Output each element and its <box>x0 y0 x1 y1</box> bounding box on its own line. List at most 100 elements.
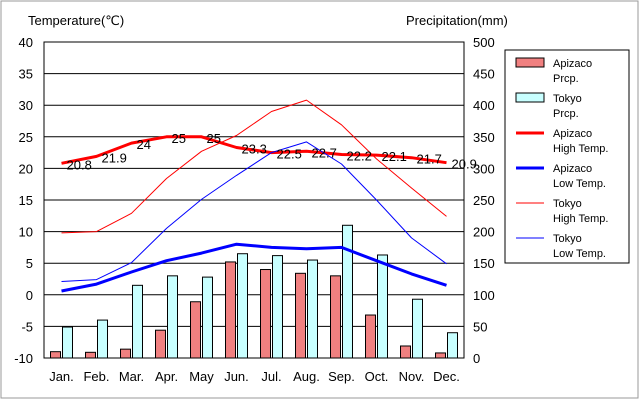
axis-labels: -10-505101520253035400501001502002503003… <box>14 35 495 384</box>
data-label: 24 <box>137 137 151 152</box>
y1-tick-label: 15 <box>19 193 33 208</box>
temperature-line <box>61 135 447 165</box>
precip-bar <box>97 319 108 359</box>
y2-axis-title: Precipitation(mm) <box>406 13 508 28</box>
temperature-line <box>61 141 447 282</box>
legend-label: Apizaco <box>553 163 592 175</box>
x-tick-label: Oct. <box>365 369 389 384</box>
precip-bar <box>132 284 143 359</box>
y2-tick-label: 100 <box>473 288 495 303</box>
x-tick-label: Nov. <box>399 369 425 384</box>
legend-label: Tokyo <box>553 233 582 245</box>
x-tick-label: Jan. <box>49 369 74 384</box>
x-tick-label: Mar. <box>119 369 144 384</box>
precip-bar <box>435 352 446 359</box>
y1-tick-label: -10 <box>14 351 33 366</box>
precip-bar <box>377 254 388 359</box>
line-series-group <box>61 99 447 293</box>
legend-label: Tokyo <box>553 93 582 105</box>
plot-area-frame <box>43 41 465 359</box>
precip-bar <box>365 314 376 359</box>
precip-bar <box>225 261 236 359</box>
precip-bar <box>50 351 61 359</box>
temperature-line <box>61 99 447 234</box>
precip-bar <box>400 345 411 359</box>
temperature-line <box>61 242 447 293</box>
legend: Apizaco Prcp. Tokyo Prcp. Apizaco High Temp. A… <box>504 49 630 264</box>
precip-bar <box>260 269 271 359</box>
precip-bar <box>85 351 96 359</box>
precip-bar <box>237 253 248 359</box>
x-tick-label: Sep. <box>328 369 355 384</box>
precip-bar <box>190 301 201 359</box>
precip-bar <box>412 298 423 359</box>
x-tick-label: May <box>189 369 214 384</box>
x-tick-label: Apr. <box>155 369 178 384</box>
precip-bar <box>342 224 353 359</box>
precip-bar <box>202 276 213 359</box>
data-label: 25 <box>172 131 186 146</box>
y1-tick-label: 0 <box>26 288 33 303</box>
y1-tick-label: 10 <box>19 225 33 240</box>
data-label: 21.9 <box>102 150 127 165</box>
x-tick-label: Aug. <box>293 369 320 384</box>
y2-tick-label: 200 <box>473 225 495 240</box>
data-label: 22.7 <box>312 145 337 160</box>
data-label: 21.7 <box>417 152 442 167</box>
y2-tick-label: 0 <box>473 351 480 366</box>
x-tick-label: Jun. <box>224 369 249 384</box>
y2-tick-label: 500 <box>473 35 495 50</box>
legend-label: Prcp. <box>553 73 579 85</box>
legend-label: Prcp. <box>553 108 579 120</box>
data-label: 22.5 <box>277 147 302 162</box>
y1-tick-label: 20 <box>19 161 33 176</box>
legend-label: Low Temp. <box>553 178 606 190</box>
precip-bar <box>120 348 131 359</box>
legend-box <box>504 49 630 264</box>
legend-label: Low Temp. <box>553 248 606 260</box>
legend-label: Apizaco <box>553 128 592 140</box>
y2-tick-label: 250 <box>473 193 495 208</box>
x-tick-label: Dec. <box>433 369 460 384</box>
gridlines <box>44 73 464 327</box>
legend-swatch <box>515 92 545 103</box>
bar-series-group <box>50 224 458 359</box>
y1-tick-label: 25 <box>19 130 33 145</box>
precip-bar <box>62 326 73 359</box>
data-label: 20.8 <box>67 157 92 172</box>
x-tick-label: Feb. <box>83 369 109 384</box>
legend-label: Tokyo <box>553 198 582 210</box>
precip-bar <box>307 259 318 359</box>
precip-bar <box>167 275 178 359</box>
y2-tick-label: 400 <box>473 98 495 113</box>
data-label: 25 <box>207 131 221 146</box>
data-label: 20.9 <box>452 157 477 172</box>
y1-tick-label: 30 <box>19 98 33 113</box>
y2-tick-label: 300 <box>473 161 495 176</box>
precip-bar <box>272 255 283 359</box>
data-label: 23.3 <box>242 142 267 157</box>
y1-tick-label: 40 <box>19 35 33 50</box>
legend-label: Apizaco <box>553 58 592 70</box>
y2-tick-label: 150 <box>473 256 495 271</box>
x-tick-label: Jul. <box>261 369 281 384</box>
y2-tick-label: 350 <box>473 130 495 145</box>
precip-bar <box>447 332 458 359</box>
legend-swatch <box>515 57 545 68</box>
y1-axis-title: Temperature(℃) <box>28 13 124 28</box>
precip-bar <box>330 275 341 359</box>
y1-tick-label: -5 <box>21 319 33 334</box>
y2-tick-label: 450 <box>473 67 495 82</box>
precip-bar <box>295 272 306 359</box>
y1-tick-label: 5 <box>26 256 33 271</box>
y1-tick-label: 35 <box>19 67 33 82</box>
legend-label: High Temp. <box>553 213 608 225</box>
precip-bar <box>155 329 166 359</box>
data-label: 22.1 <box>382 149 407 164</box>
legend-label: High Temp. <box>553 143 608 155</box>
legend-entries: Apizaco Prcp. Tokyo Prcp. Apizaco High Temp. A… <box>515 57 608 260</box>
data-label-group: 20.8 21.9 24 25 25 23.3 22.5 22.7 22.2 22.1 21.7 20… <box>67 131 477 173</box>
data-label: 22.2 <box>347 148 372 163</box>
